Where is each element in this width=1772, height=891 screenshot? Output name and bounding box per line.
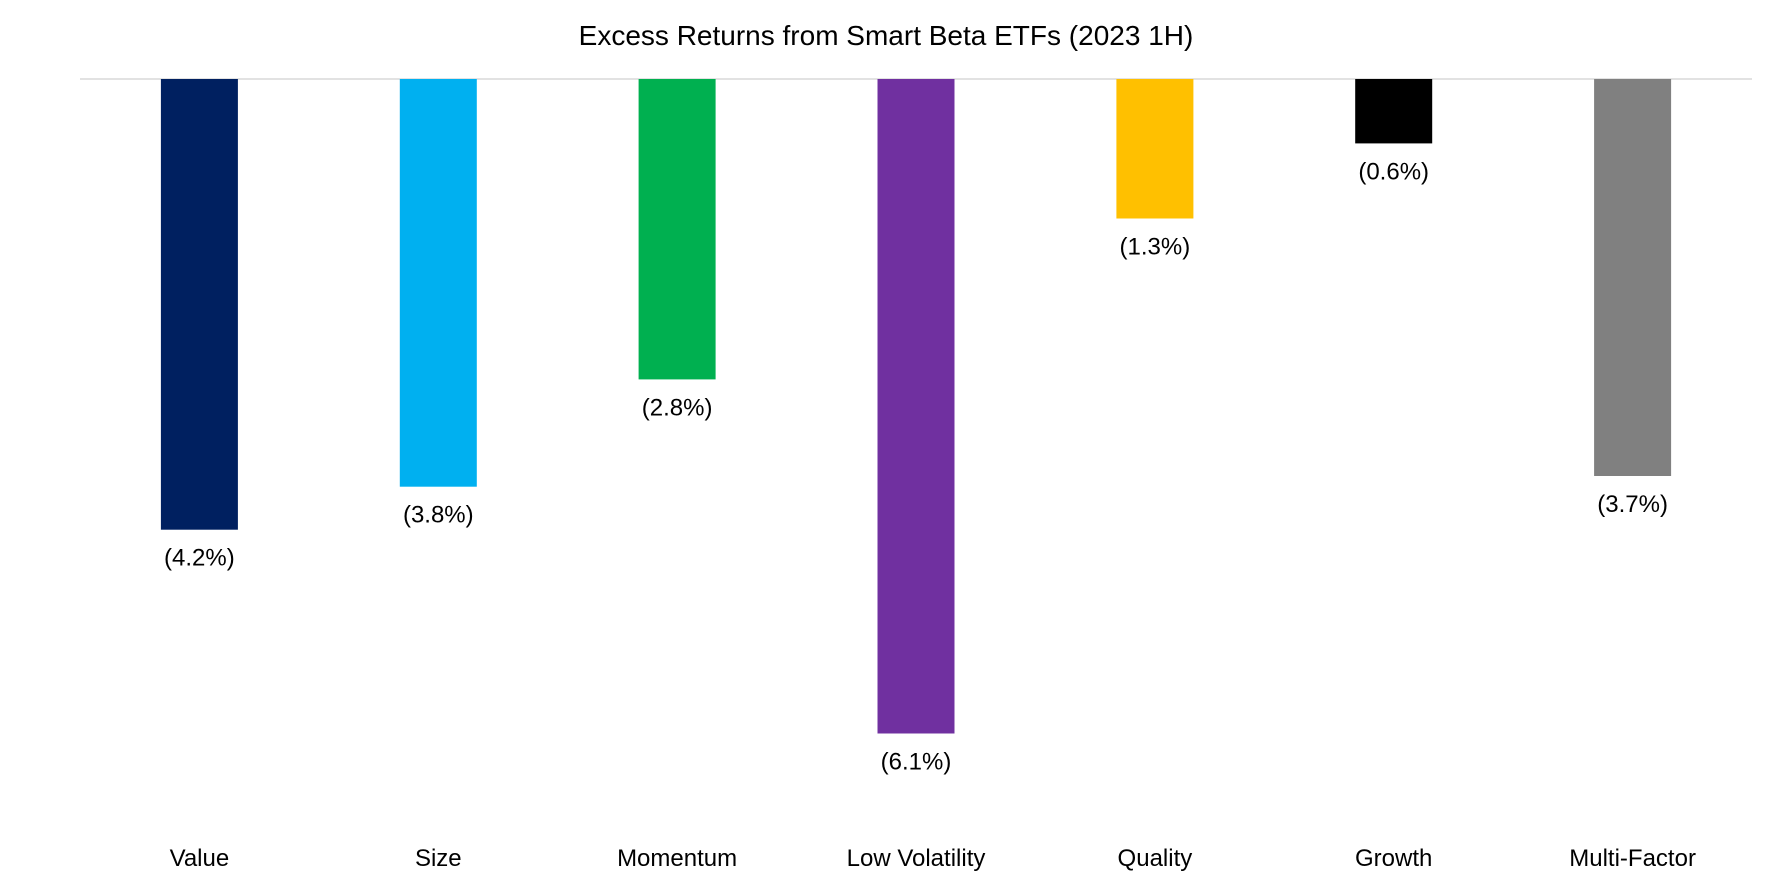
category-labels-layer: Value Size Momentum Low Volatility Quality Gr…: [170, 845, 1696, 872]
data-label: (1.3%): [1120, 234, 1191, 261]
data-label: (3.7%): [1597, 491, 1668, 518]
data-label: (0.6%): [1358, 158, 1429, 185]
bar-multi-factor: [1594, 79, 1672, 476]
bars-layer: [160, 79, 1672, 734]
bar-size: [399, 79, 477, 487]
category-label: Growth: [1355, 845, 1432, 872]
bar-value: [160, 79, 238, 530]
data-label: (2.8%): [642, 394, 713, 421]
category-label: Multi-Factor: [1569, 845, 1696, 872]
bar-low-volatility: [877, 79, 955, 734]
bar-growth: [1355, 79, 1433, 144]
category-label: Quality: [1118, 845, 1193, 872]
data-label: (4.2%): [164, 545, 235, 572]
category-label: Momentum: [617, 845, 737, 872]
bar-quality: [1116, 79, 1194, 219]
data-label: (6.1%): [881, 749, 952, 776]
chart-title: Excess Returns from Smart Beta ETFs (202…: [579, 20, 1194, 51]
data-label: (3.8%): [403, 502, 474, 529]
category-label: Size: [415, 845, 462, 872]
category-label: Low Volatility: [847, 845, 986, 872]
bar-momentum: [638, 79, 716, 380]
value-labels-layer: (4.2%) (3.8%) (2.8%) (6.1%) (1.3%) (0.6%) (3.7…: [164, 158, 1668, 775]
category-label: Value: [170, 845, 230, 872]
